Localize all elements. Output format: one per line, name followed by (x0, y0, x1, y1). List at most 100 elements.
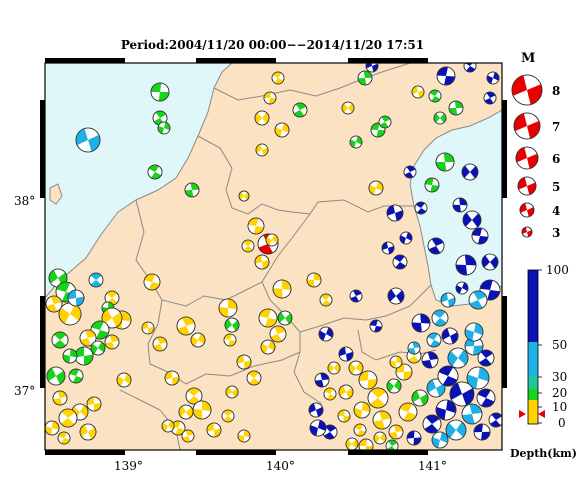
quake-symbol (225, 385, 239, 399)
quake-symbol (271, 71, 285, 85)
quake-symbol (337, 409, 351, 423)
quake-symbol (392, 254, 408, 270)
quake-symbol (318, 326, 334, 342)
magnitude-7-symbol (513, 112, 541, 140)
quake-symbol (367, 387, 389, 409)
quake-symbol (181, 429, 195, 443)
quake-symbol (440, 292, 456, 308)
magnitude-8-symbol (511, 74, 543, 106)
quake-symbol (428, 89, 442, 103)
quake-symbol (368, 180, 384, 196)
quake-symbol (277, 310, 293, 326)
magnitude-3-symbol (521, 226, 533, 238)
magnitude-legend: M 8 7 6 5 4 3 (511, 51, 560, 240)
quake-symbol (52, 390, 68, 406)
quake-symbol (67, 289, 85, 307)
quake-symbol (407, 341, 421, 355)
quake-symbol (455, 254, 477, 276)
quake-symbol (437, 365, 459, 387)
quake-symbol (345, 437, 359, 450)
quake-symbol (398, 402, 418, 422)
depth-marker (519, 410, 545, 418)
quake-symbol (422, 414, 442, 434)
quake-symbol (263, 91, 277, 105)
quake-symbol (433, 111, 447, 125)
quake-symbol (150, 82, 170, 102)
quake-symbol (462, 210, 482, 230)
quake-symbol (68, 368, 84, 384)
lat-label-38: 38° (14, 194, 35, 208)
quake-symbol (466, 366, 490, 390)
quake-symbol (378, 115, 392, 129)
magnitude-label-8: 8 (552, 84, 560, 98)
quake-symbol (389, 355, 403, 369)
quake-symbol (101, 307, 123, 329)
quake-symbol (269, 325, 287, 343)
quake-symbol (435, 152, 455, 172)
quake-symbol (431, 431, 449, 449)
quake-symbol (464, 322, 484, 342)
quake-symbol (395, 363, 413, 381)
quake-symbol (237, 429, 251, 443)
magnitude-header: M (521, 51, 535, 66)
earthquake-mechanisms (45, 63, 502, 450)
lon-label-141: 141° (418, 459, 447, 473)
quake-symbol (79, 423, 97, 441)
quake-symbol (386, 378, 402, 394)
quake-symbol (353, 423, 367, 437)
quake-symbol (322, 424, 338, 440)
quake-symbol (447, 347, 469, 369)
quake-symbol (358, 370, 378, 390)
quake-symbol (327, 361, 341, 375)
quake-symbol (306, 272, 322, 288)
quake-symbol (236, 354, 252, 370)
depth-tick-20: 20 (552, 386, 567, 400)
quake-symbol (386, 204, 404, 222)
quake-symbol (157, 121, 171, 135)
quake-symbol (373, 431, 387, 445)
quake-symbol (452, 197, 468, 213)
quake-symbol (445, 419, 467, 441)
quake-symbol (319, 293, 333, 307)
quake-symbol (185, 387, 203, 405)
quake-symbol (463, 63, 477, 73)
quake-symbol (448, 100, 464, 116)
quake-symbol (224, 317, 240, 333)
quake-symbol (385, 439, 399, 450)
quake-symbol (176, 316, 196, 336)
quake-symbol (238, 190, 250, 202)
quake-symbol (349, 135, 363, 149)
quake-symbol (436, 66, 456, 86)
quake-symbol (57, 431, 71, 445)
quake-symbol (427, 237, 445, 255)
quake-symbol (143, 273, 161, 291)
quake-symbol (381, 241, 395, 255)
quake-symbol (411, 389, 429, 407)
quake-symbol (308, 402, 324, 418)
quake-symbol (431, 309, 449, 327)
quake-symbol (74, 346, 94, 366)
quake-symbol (147, 164, 163, 180)
magnitude-label-3: 3 (552, 226, 560, 240)
quake-symbol (141, 321, 155, 335)
quake-symbol (481, 253, 499, 271)
quake-symbol (399, 231, 413, 245)
quake-symbol (218, 298, 238, 318)
quake-symbol (45, 420, 60, 436)
quake-symbol (190, 332, 206, 348)
quake-symbol (184, 182, 200, 198)
quake-symbol (75, 127, 101, 153)
quake-symbol (486, 71, 500, 85)
quake-symbol (265, 233, 279, 247)
depth-tick-50: 50 (552, 338, 567, 352)
land-area (45, 63, 502, 450)
quake-symbol (323, 387, 337, 401)
quake-symbol (421, 351, 439, 369)
quake-symbol (90, 340, 106, 356)
quake-symbol (369, 319, 383, 333)
quake-symbol (461, 163, 479, 181)
prefecture-borders (119, 63, 437, 450)
quake-symbol (58, 302, 82, 326)
quake-symbol (79, 329, 97, 347)
quake-symbol (274, 122, 290, 138)
